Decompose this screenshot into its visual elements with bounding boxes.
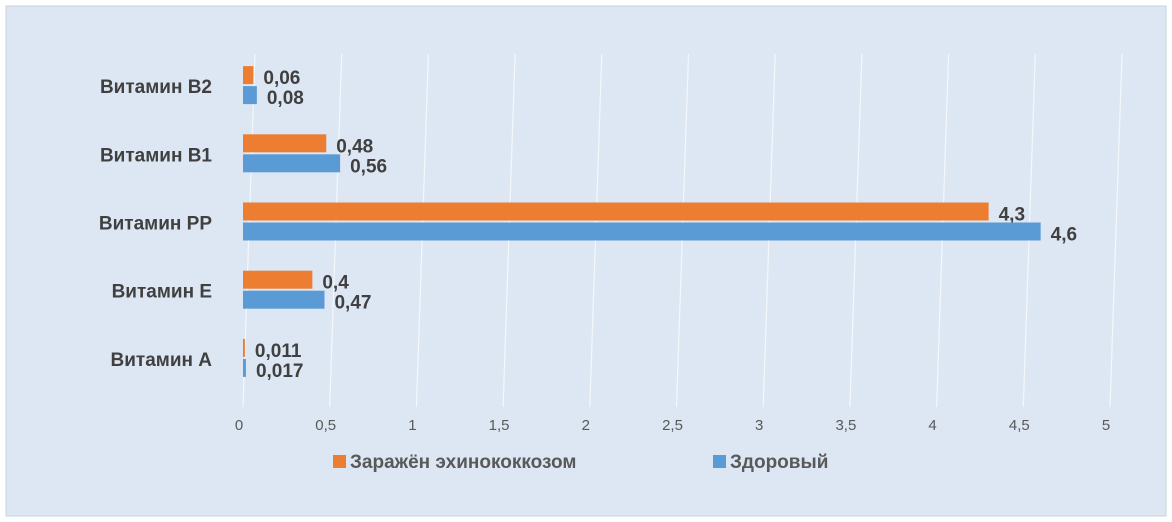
- legend-label: Заражён эхинококкозом: [350, 452, 576, 473]
- legend-swatch: [333, 455, 346, 468]
- value-label: 0,011: [255, 341, 302, 362]
- value-label: 0,017: [256, 361, 304, 382]
- value-label: 0,48: [336, 136, 373, 157]
- category-label: Витамин B1: [100, 145, 212, 166]
- category-label: Витамин PP: [99, 214, 212, 235]
- bar: [243, 290, 325, 309]
- bar: [243, 134, 327, 153]
- x-tick-label: 5: [1102, 417, 1110, 434]
- bar: [243, 338, 245, 357]
- value-label: 4,6: [1051, 225, 1077, 246]
- x-tick-label: 0: [235, 417, 243, 434]
- x-tick-label: 4,5: [1009, 417, 1030, 434]
- value-label: 0,08: [267, 88, 304, 109]
- chart-background: [5, 5, 1167, 517]
- value-label: 0,56: [350, 156, 387, 177]
- x-tick-label: 3: [755, 417, 763, 434]
- bar: [243, 358, 246, 377]
- legend-label: Здоровый: [730, 452, 828, 473]
- grid-line: [1109, 53, 1123, 408]
- category-label: Витамин E: [112, 282, 212, 303]
- category-label: Витамин B2: [100, 77, 212, 98]
- x-tick-label: 1: [408, 417, 416, 434]
- value-label: 0,47: [334, 293, 371, 314]
- x-tick-label: 3,5: [835, 417, 856, 434]
- bar: [243, 86, 257, 105]
- x-tick-label: 2: [582, 417, 590, 434]
- bar: [243, 222, 1041, 241]
- x-tick-label: 0,5: [315, 417, 336, 434]
- legend-swatch: [713, 455, 726, 468]
- bar: [243, 202, 989, 221]
- x-tick-label: 4: [928, 417, 936, 434]
- bar: [243, 154, 341, 173]
- value-label: 4,3: [999, 205, 1025, 226]
- x-tick-label: 1,5: [489, 417, 510, 434]
- bar: [243, 66, 254, 85]
- bar: [243, 270, 313, 289]
- x-tick-label: 2,5: [662, 417, 683, 434]
- value-label: 0,4: [322, 273, 349, 294]
- value-label: 0,06: [263, 68, 300, 89]
- category-label: Витамин A: [111, 350, 213, 371]
